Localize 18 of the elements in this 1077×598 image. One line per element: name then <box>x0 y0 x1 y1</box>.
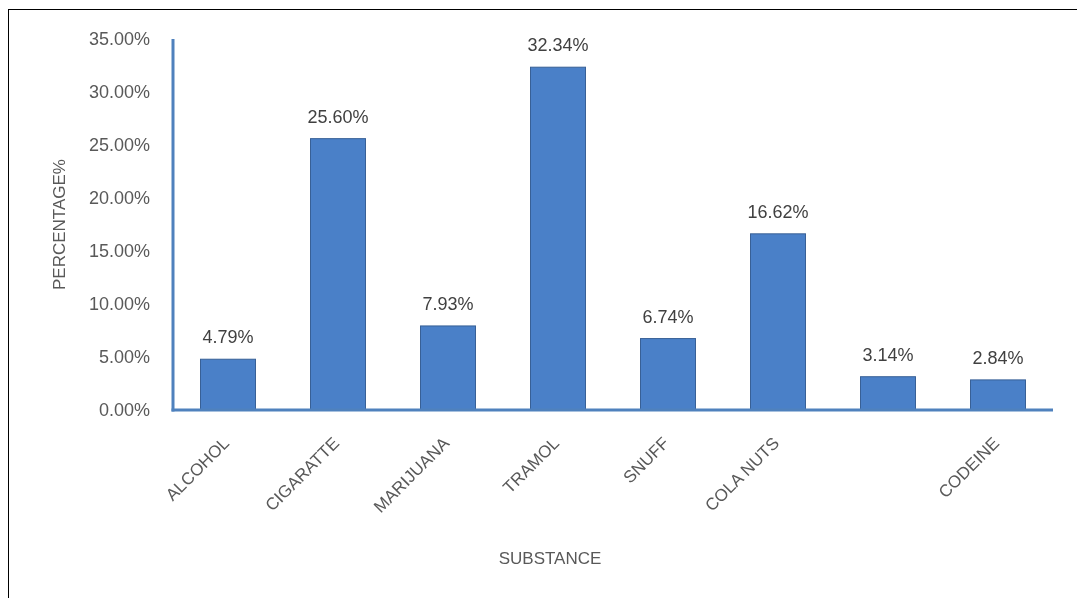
x-axis-title: SUBSTANCE <box>498 549 602 568</box>
y-tick-label: 30.00% <box>88 82 150 103</box>
data-label: 25.60% <box>307 106 369 127</box>
y-tick-label: 35.00% <box>88 29 150 50</box>
y-tick-label: 15.00% <box>88 241 150 262</box>
data-label: 32.34% <box>527 35 589 56</box>
data-label: 4.79% <box>202 327 254 348</box>
data-label: 3.14% <box>862 344 914 365</box>
y-tick-label: 25.00% <box>88 135 150 156</box>
y-tick-label: 20.00% <box>88 188 150 209</box>
y-axis-title: PERCENTAGE% <box>50 159 69 290</box>
y-tick-label: 5.00% <box>98 347 150 368</box>
data-label: 7.93% <box>422 293 474 314</box>
y-tick-label: 10.00% <box>88 294 150 315</box>
data-label: 6.74% <box>642 306 694 327</box>
y-tick-label: 0.00% <box>98 400 150 421</box>
data-label: 2.84% <box>972 347 1024 368</box>
data-label: 16.62% <box>747 201 809 222</box>
